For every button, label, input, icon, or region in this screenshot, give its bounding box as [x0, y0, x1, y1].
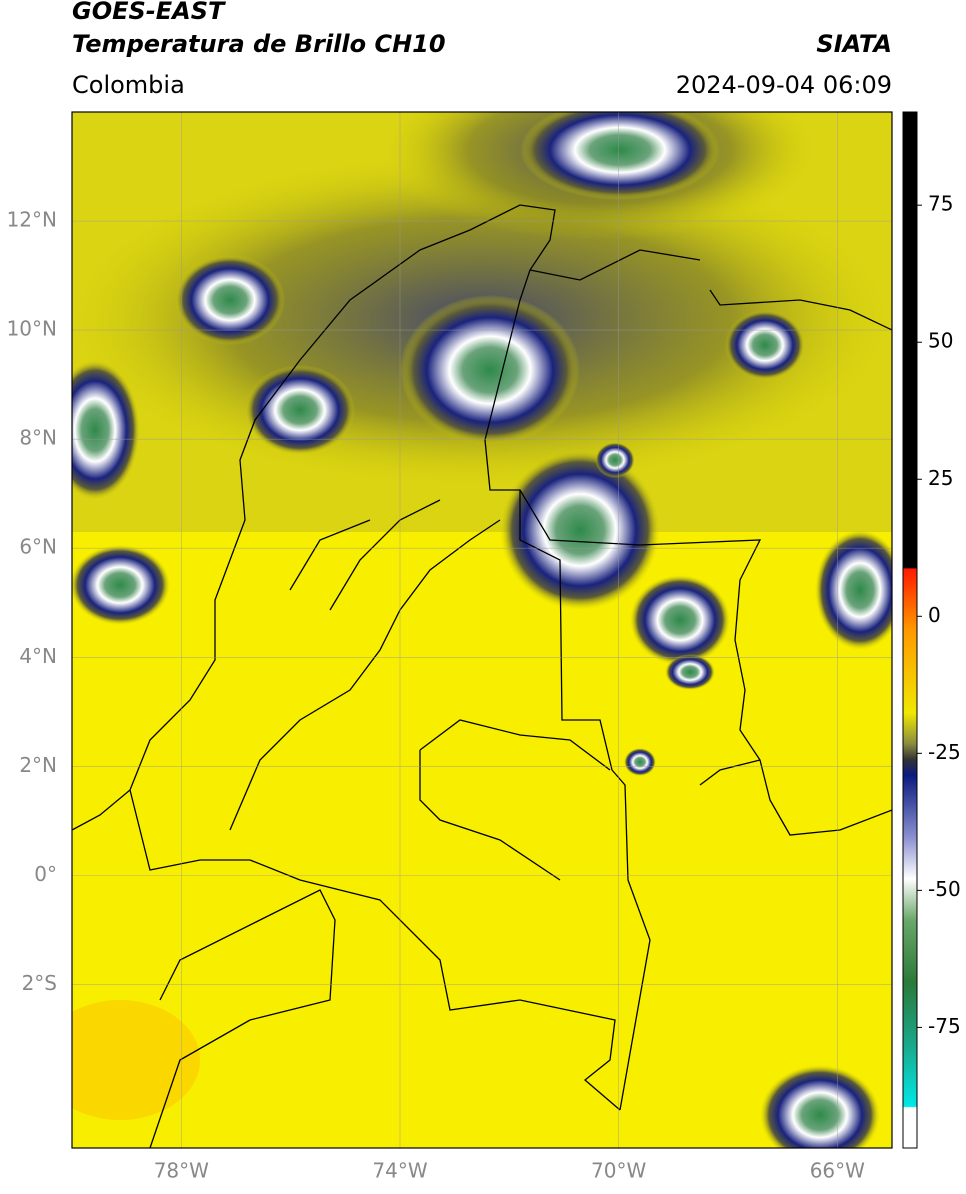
- colorbar-tick-label: -75: [928, 1014, 961, 1038]
- y-tick-label: 0°: [34, 862, 57, 886]
- cloud: [760, 1065, 880, 1148]
- warm-area: [72, 1000, 200, 1120]
- x-tick-label: 78°W: [154, 1159, 209, 1183]
- x-tick-label: 66°W: [810, 1159, 865, 1183]
- colorbar: [902, 111, 918, 1149]
- cloud: [815, 530, 892, 650]
- organization: SIATA: [816, 30, 892, 58]
- title: GOES-EAST: [72, 0, 226, 25]
- cloud: [175, 255, 285, 345]
- x-tick-label: 70°W: [591, 1159, 646, 1183]
- colorbar-tick-label: 50: [928, 329, 953, 353]
- y-tick-label: 8°N: [19, 426, 57, 450]
- map-image: [72, 112, 892, 1148]
- subtitle: Temperatura de Brillo CH10: [72, 30, 446, 58]
- y-tick-label: 10°N: [7, 317, 57, 341]
- cloud: [665, 654, 715, 690]
- region: Colombia: [72, 71, 185, 99]
- y-tick-label: 2°S: [22, 971, 57, 995]
- cloud: [245, 365, 355, 455]
- cloud: [725, 310, 805, 380]
- datetime: 2024-09-04 06:09: [676, 71, 892, 99]
- grid: [72, 112, 892, 1148]
- y-tick-label: 4°N: [19, 644, 57, 668]
- colorbar-tick-label: 0: [928, 603, 941, 627]
- cloud: [72, 360, 140, 500]
- cloud: [595, 442, 635, 478]
- y-tick-label: 2°N: [19, 753, 57, 777]
- cloud: [520, 112, 720, 200]
- x-tick-label: 74°W: [372, 1159, 427, 1183]
- y-tick-label: 12°N: [7, 208, 57, 232]
- cloud: [72, 545, 170, 625]
- cloud: [624, 748, 656, 776]
- borders: [72, 204, 892, 1148]
- map-frame: [71, 111, 893, 1149]
- colorbar-tick-label: 75: [928, 192, 953, 216]
- cloud: [500, 450, 660, 610]
- y-tick-label: 6°N: [19, 535, 57, 559]
- colorbar-tick-label: 25: [928, 466, 953, 490]
- cloud: [400, 295, 580, 445]
- colorbar-tick-label: -50: [928, 877, 961, 901]
- colorbar-tick-label: -25: [928, 740, 961, 764]
- cloud: [630, 575, 730, 665]
